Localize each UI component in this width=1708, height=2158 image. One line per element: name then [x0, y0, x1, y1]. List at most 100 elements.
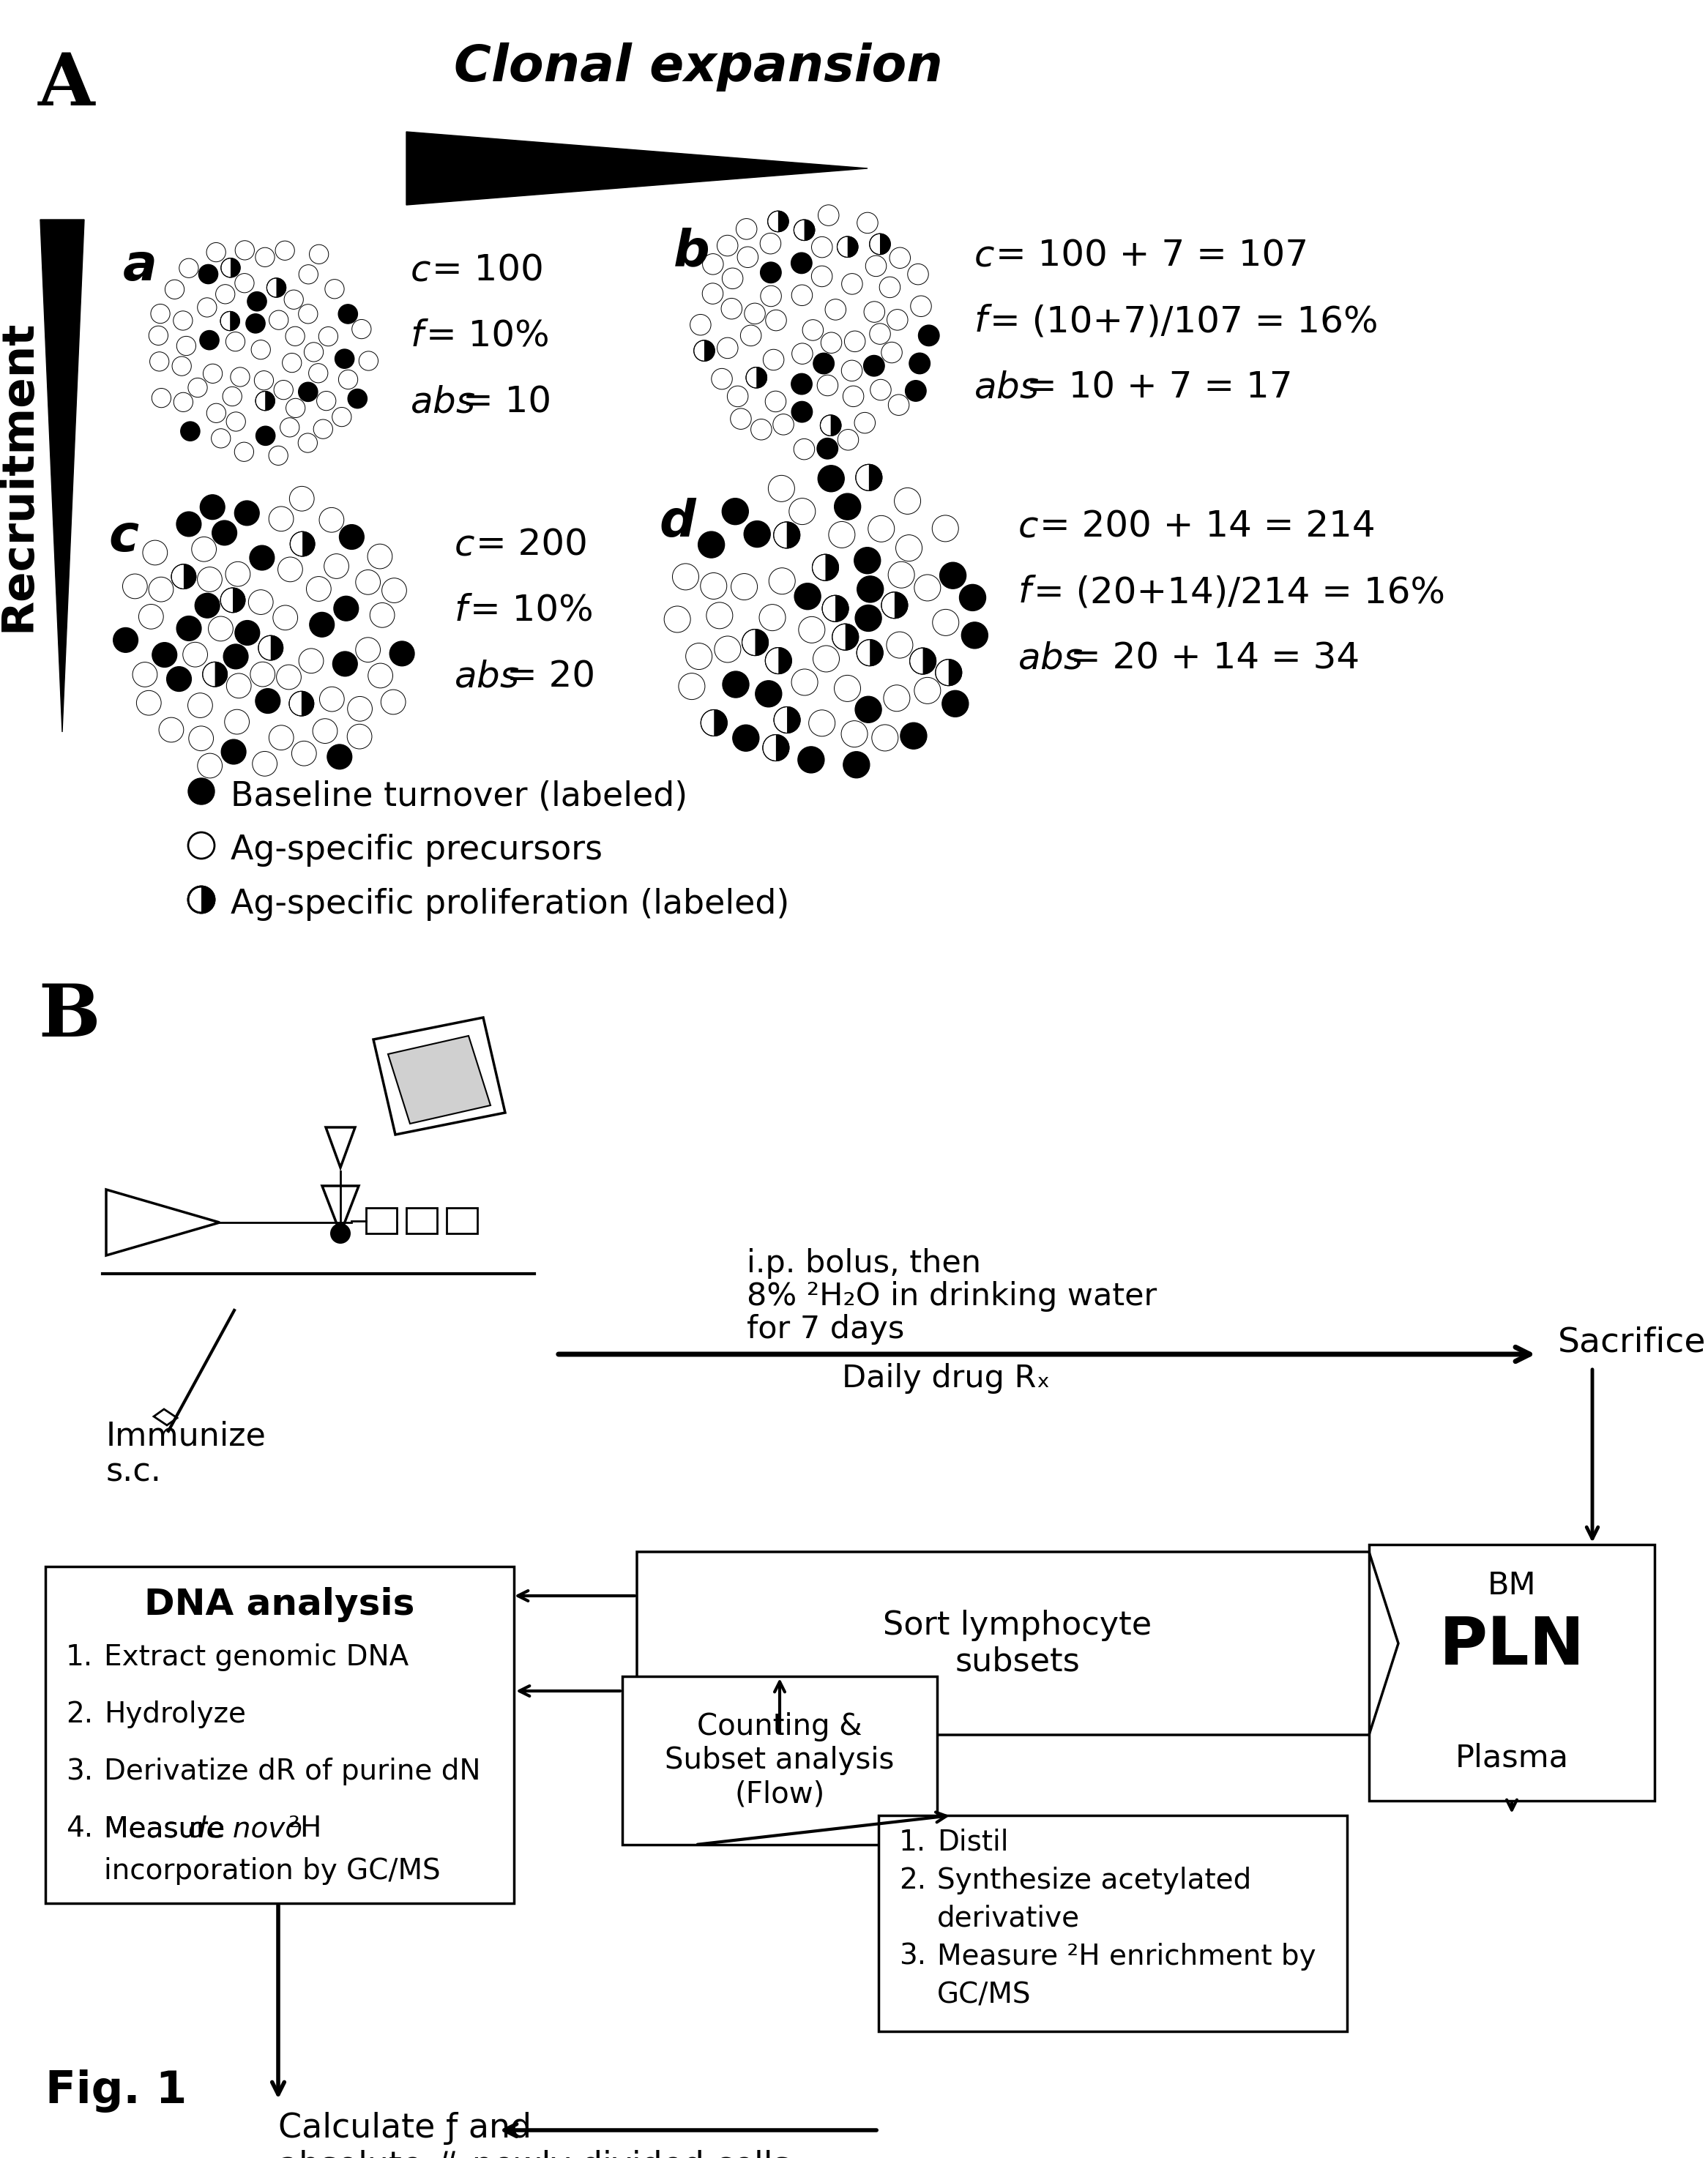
- Circle shape: [227, 673, 251, 697]
- Circle shape: [253, 751, 277, 777]
- Circle shape: [236, 622, 260, 645]
- Circle shape: [325, 555, 348, 578]
- Circle shape: [212, 520, 237, 546]
- Circle shape: [292, 740, 316, 766]
- Circle shape: [767, 211, 789, 231]
- Circle shape: [383, 578, 407, 602]
- Text: 2.: 2.: [67, 1701, 92, 1729]
- Circle shape: [939, 563, 967, 589]
- Text: Clonal expansion: Clonal expansion: [454, 43, 943, 91]
- Text: Extract genomic DNA: Extract genomic DNA: [104, 1644, 408, 1670]
- Circle shape: [258, 637, 284, 660]
- Circle shape: [220, 259, 241, 278]
- Text: $f$: $f$: [410, 319, 429, 354]
- Text: Measure ²H enrichment by: Measure ²H enrichment by: [938, 1942, 1315, 1970]
- Circle shape: [791, 401, 813, 423]
- Wedge shape: [830, 414, 840, 436]
- Circle shape: [299, 650, 323, 673]
- Circle shape: [883, 684, 910, 712]
- Circle shape: [835, 494, 861, 520]
- Circle shape: [702, 283, 722, 304]
- Text: DNA analysis: DNA analysis: [145, 1586, 415, 1623]
- Circle shape: [818, 466, 844, 492]
- Circle shape: [299, 382, 318, 401]
- Circle shape: [864, 302, 885, 322]
- Circle shape: [811, 265, 832, 287]
- Circle shape: [700, 572, 728, 600]
- Circle shape: [289, 691, 314, 716]
- Circle shape: [731, 408, 752, 429]
- Circle shape: [149, 576, 174, 602]
- Circle shape: [811, 237, 832, 257]
- Text: for 7 days: for 7 days: [746, 1314, 905, 1344]
- Circle shape: [673, 563, 699, 589]
- Circle shape: [268, 725, 294, 751]
- Text: $abs$: $abs$: [410, 384, 475, 419]
- Circle shape: [834, 675, 861, 701]
- Circle shape: [793, 343, 813, 365]
- Circle shape: [149, 326, 167, 345]
- Circle shape: [176, 511, 202, 537]
- Circle shape: [190, 725, 214, 751]
- Circle shape: [152, 388, 171, 408]
- Circle shape: [837, 429, 859, 451]
- Circle shape: [222, 740, 246, 764]
- Circle shape: [769, 475, 794, 501]
- Circle shape: [765, 311, 786, 330]
- Circle shape: [813, 645, 839, 671]
- Text: Measure: Measure: [104, 1815, 234, 1843]
- Text: = 10%: = 10%: [425, 319, 550, 354]
- Circle shape: [137, 691, 161, 714]
- Text: GC/MS: GC/MS: [938, 1981, 1032, 2009]
- Circle shape: [774, 522, 799, 548]
- Text: de novo: de novo: [188, 1815, 302, 1843]
- Wedge shape: [775, 734, 789, 762]
- FancyBboxPatch shape: [446, 1208, 477, 1234]
- Circle shape: [203, 365, 222, 384]
- Circle shape: [868, 516, 895, 542]
- Circle shape: [381, 691, 405, 714]
- Circle shape: [900, 723, 927, 749]
- Circle shape: [869, 233, 890, 255]
- Wedge shape: [787, 708, 801, 734]
- Circle shape: [212, 429, 231, 449]
- Circle shape: [794, 438, 815, 460]
- Wedge shape: [232, 587, 246, 613]
- Text: Sort lymphocyte
subsets: Sort lymphocyte subsets: [883, 1610, 1151, 1677]
- Circle shape: [152, 643, 178, 667]
- Text: = 200 + 14 = 214: = 200 + 14 = 214: [1040, 509, 1375, 544]
- Text: = (20+14)/214 = 16%: = (20+14)/214 = 16%: [1033, 574, 1445, 611]
- Text: = 10: = 10: [463, 384, 552, 419]
- Wedge shape: [704, 341, 714, 360]
- Circle shape: [273, 606, 297, 630]
- Text: Distil: Distil: [938, 1828, 1008, 1856]
- Circle shape: [842, 360, 863, 382]
- Circle shape: [309, 244, 328, 263]
- Circle shape: [179, 259, 198, 278]
- Circle shape: [167, 667, 191, 691]
- Wedge shape: [231, 259, 241, 278]
- Circle shape: [203, 663, 227, 686]
- Text: = 20 + 14 = 34: = 20 + 14 = 34: [1071, 641, 1360, 675]
- Circle shape: [909, 354, 931, 373]
- Circle shape: [173, 356, 191, 375]
- Circle shape: [207, 242, 225, 261]
- Circle shape: [249, 546, 275, 570]
- Circle shape: [741, 326, 762, 345]
- Circle shape: [933, 609, 958, 637]
- Circle shape: [280, 419, 299, 436]
- Circle shape: [304, 343, 323, 363]
- Text: = (10+7)/107 = 16%: = (10+7)/107 = 16%: [991, 304, 1378, 339]
- Circle shape: [150, 352, 169, 371]
- Text: Recruitment: Recruitment: [0, 319, 39, 632]
- Circle shape: [335, 350, 354, 369]
- Circle shape: [857, 576, 883, 602]
- Circle shape: [707, 602, 733, 628]
- Circle shape: [808, 710, 835, 736]
- Circle shape: [857, 211, 878, 233]
- Circle shape: [198, 753, 222, 779]
- Circle shape: [733, 725, 758, 751]
- Circle shape: [910, 296, 931, 317]
- Circle shape: [220, 311, 239, 330]
- Wedge shape: [265, 391, 275, 410]
